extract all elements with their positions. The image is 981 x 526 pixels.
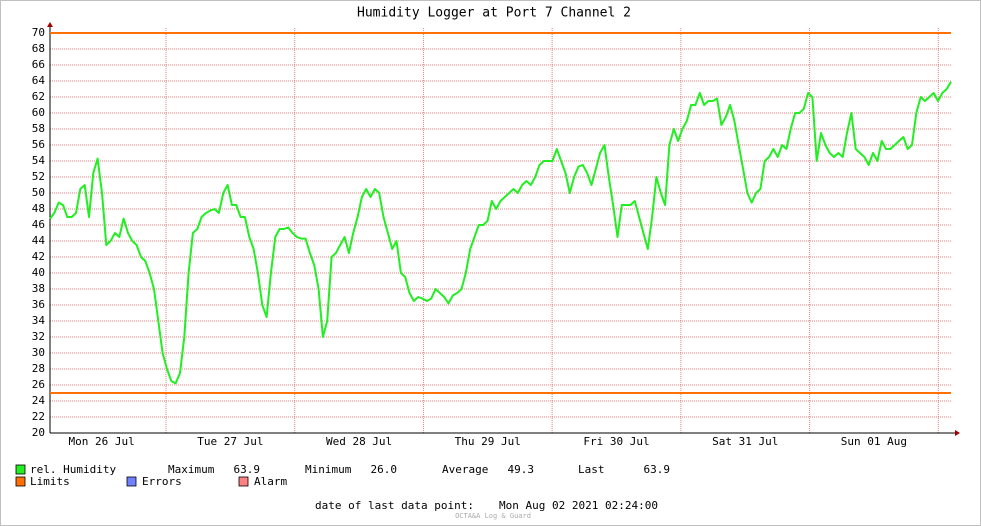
legend-swatch: [126, 476, 137, 487]
series-line: [49, 81, 952, 385]
y-tick-label: 68: [32, 42, 45, 55]
x-tick-label: Tue 27 Jul: [197, 435, 263, 448]
stat-value: 26.0: [371, 463, 398, 476]
y-tick-label: 26: [32, 378, 45, 391]
y-tick-label: 58: [32, 122, 45, 135]
y-tick-label: 64: [32, 74, 46, 87]
y-tick-label: 32: [32, 330, 45, 343]
y-tick-label: 48: [32, 202, 45, 215]
stat-label: Minimum: [305, 463, 352, 476]
stat-value: 63.9: [644, 463, 671, 476]
y-tick-label: 28: [32, 362, 45, 375]
plot-area: [50, 28, 955, 433]
y-tick-label: 70: [32, 26, 45, 39]
y-tick-label: 30: [32, 346, 45, 359]
y-tick-label: 56: [32, 138, 45, 151]
footer-label: date of last data point:: [315, 499, 474, 512]
y-tick-label: 66: [32, 58, 45, 71]
y-tick-label: 34: [32, 314, 46, 327]
legend-swatch: [238, 476, 249, 487]
y-tick-label: 62: [32, 90, 45, 103]
y-tick-label: 38: [32, 282, 45, 295]
x-tick-label: Sun 01 Aug: [841, 435, 907, 448]
y-tick-label: 40: [32, 266, 45, 279]
legend-label: Errors: [142, 475, 182, 488]
y-tick-label: 20: [32, 426, 45, 439]
stat-label: Last: [578, 463, 605, 476]
chart-title: Humidity Logger at Port 7 Channel 2: [357, 6, 631, 21]
stat-value: 49.3: [508, 463, 535, 476]
y-tick-label: 50: [32, 186, 45, 199]
x-tick-label: Thu 29 Jul: [455, 435, 521, 448]
watermark: OCTA&A Log & Guard: [455, 512, 531, 520]
y-tick-label: 36: [32, 298, 45, 311]
y-tick-label: 54: [32, 154, 46, 167]
axis-arrow: [955, 430, 960, 436]
footer-value: Mon Aug 02 2021 02:24:00: [499, 499, 658, 512]
y-tick-label: 22: [32, 410, 45, 423]
x-tick-label: Wed 28 Jul: [326, 435, 392, 448]
legend-label: Alarm: [254, 475, 287, 488]
y-tick-label: 52: [32, 170, 45, 183]
stat-value: 63.9: [234, 463, 261, 476]
x-tick-label: Mon 26 Jul: [69, 435, 135, 448]
x-tick-label: Fri 30 Jul: [583, 435, 649, 448]
stat-label: Average: [442, 463, 488, 476]
legend-label: Limits: [30, 475, 70, 488]
y-tick-label: 46: [32, 218, 45, 231]
legend-label: rel. Humidity: [30, 463, 116, 476]
stat-label: Maximum: [168, 463, 215, 476]
y-tick-label: 44: [32, 234, 46, 247]
x-tick-label: Sat 31 Jul: [712, 435, 778, 448]
y-tick-label: 42: [32, 250, 45, 263]
y-tick-label: 60: [32, 106, 45, 119]
axis-arrow: [47, 22, 53, 27]
legend-swatch: [15, 464, 26, 475]
y-tick-label: 24: [32, 394, 46, 407]
legend-swatch: [15, 476, 26, 487]
